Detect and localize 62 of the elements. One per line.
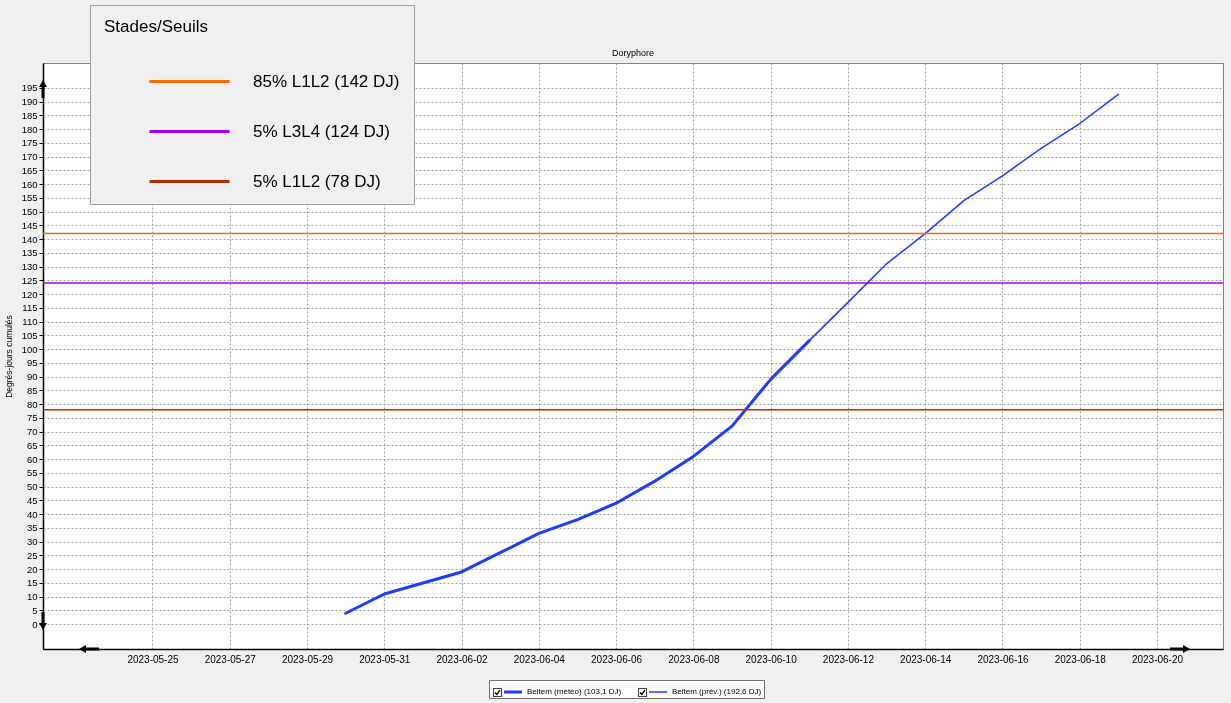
legend-label: Beitem (prév.) (192,6 DJ)	[672, 687, 762, 696]
y-tick-label: 80	[26, 398, 38, 410]
y-tick-label: 95	[26, 357, 38, 369]
chart-title: Doryphore	[611, 48, 655, 58]
y-tick-label: 20	[26, 563, 38, 575]
x-tick-label: 2023-05-31	[359, 653, 411, 665]
y-tick-label: 125	[21, 274, 38, 286]
y-tick-label: 30	[26, 536, 38, 548]
y-tick-label: 130	[21, 261, 38, 273]
legend-title: Stades/Seuils	[104, 17, 208, 36]
y-tick-label: 170	[21, 151, 38, 163]
y-tick-label: 190	[21, 96, 38, 108]
y-tick-label: 185	[21, 109, 38, 121]
y-tick-label: 65	[26, 439, 38, 451]
y-tick-label: 85	[26, 384, 38, 396]
x-tick-label: 2023-06-02	[436, 653, 489, 665]
y-tick-label: 155	[21, 192, 38, 204]
y-tick-label: 135	[21, 247, 38, 259]
x-tick-label: 2023-06-12	[822, 653, 875, 665]
y-tick-label: 195	[21, 82, 38, 94]
x-tick-label: 2023-06-08	[668, 653, 720, 665]
y-tick-label: 10	[26, 591, 38, 603]
legend-label: 85% L1L2 (142 DJ)	[253, 71, 400, 91]
y-tick-label: 5	[32, 604, 38, 616]
y-tick-label: 55	[26, 467, 38, 479]
y-tick-label: 150	[21, 206, 38, 218]
x-tick-label: 2023-06-06	[591, 653, 643, 665]
y-tick-label: 105	[21, 329, 38, 341]
legend-label: Beitem (météo) (103,1 DJ)	[527, 687, 622, 696]
y-tick-label: 175	[21, 137, 38, 149]
y-tick-label: 15	[26, 577, 38, 589]
y-tick-label: 115	[22, 302, 38, 314]
y-tick-label: 75	[26, 412, 38, 424]
y-tick-label: 180	[21, 123, 38, 135]
x-tick-label: 2023-05-29	[281, 653, 334, 665]
y-axis-title: Degrés-jours cumulés	[3, 315, 14, 398]
y-tick-label: 0	[32, 618, 38, 630]
y-tick-label: 90	[26, 371, 38, 383]
x-tick-label: 2023-06-20	[1131, 653, 1184, 665]
y-tick-label: 145	[21, 219, 38, 231]
y-tick-label: 120	[21, 288, 38, 300]
y-tick-label: 140	[21, 233, 38, 245]
y-tick-label: 35	[26, 522, 38, 534]
y-tick-label: 45	[26, 494, 38, 506]
x-tick-label: 2023-05-25	[127, 653, 179, 665]
y-tick-label: 70	[26, 426, 38, 438]
y-tick-label: 160	[21, 178, 38, 190]
x-tick-label: 2023-05-27	[204, 653, 257, 665]
y-tick-label: 100	[21, 343, 38, 355]
x-tick-label: 2023-06-18	[1054, 653, 1107, 665]
legend-label: 5% L1L2 (78 DJ)	[253, 171, 381, 191]
x-tick-label: 2023-06-10	[745, 653, 798, 665]
y-tick-label: 60	[26, 453, 38, 465]
y-tick-label: 25	[26, 549, 38, 561]
y-tick-label: 40	[26, 508, 38, 520]
x-tick-label: 2023-06-14	[900, 653, 952, 665]
legend-label: 5% L3L4 (124 DJ)	[253, 121, 391, 141]
y-tick-label: 50	[26, 481, 38, 493]
x-tick-label: 2023-06-04	[513, 653, 566, 665]
x-tick-label: 2023-06-16	[977, 653, 1029, 665]
y-tick-label: 165	[21, 164, 38, 176]
y-tick-label: 110	[22, 316, 38, 328]
